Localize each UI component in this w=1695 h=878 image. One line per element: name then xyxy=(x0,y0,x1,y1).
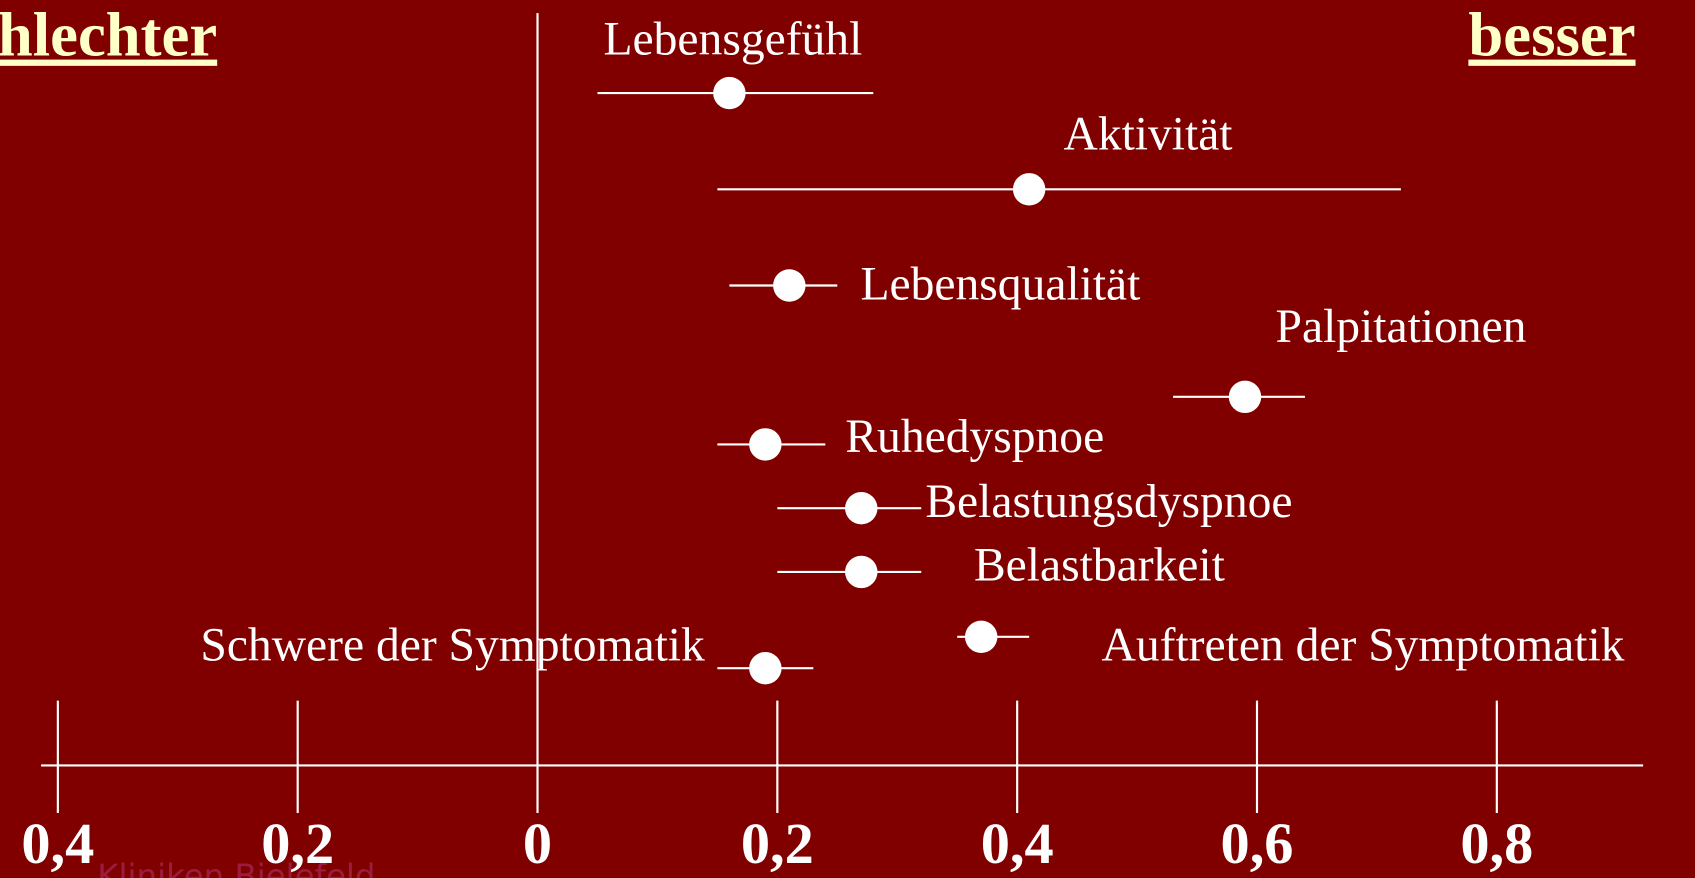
item-label: Palpitationen xyxy=(1276,301,1527,353)
point-estimate xyxy=(773,269,806,302)
item-label: Lebensqualität xyxy=(860,259,1140,311)
x-tick-label: 0,2 xyxy=(261,811,334,876)
item-label: Belastungsdyspnoe xyxy=(925,476,1292,528)
x-tick-label: 0,6 xyxy=(1221,811,1294,876)
point-estimate xyxy=(713,76,746,110)
point-estimate xyxy=(845,491,878,525)
point-estimate xyxy=(964,620,998,654)
item-label: Schwere der Symptomatik xyxy=(200,620,705,672)
item-label: Belastbarkeit xyxy=(974,540,1225,592)
item-label: Auftreten der Symptomatik xyxy=(1102,620,1625,672)
item-label: Ruhedyspnoe xyxy=(845,411,1104,463)
x-tick-label: 0,2 xyxy=(741,811,814,876)
item-label: Aktivität xyxy=(1063,108,1232,160)
item-label: Lebensgefühl xyxy=(604,13,863,65)
better-label: besser xyxy=(1468,0,1635,70)
point-estimate xyxy=(1228,380,1262,414)
watermark: Kliniken Bielefeld xyxy=(97,857,375,878)
point-estimate xyxy=(845,555,878,589)
x-tick-label: 0,8 xyxy=(1460,811,1533,876)
x-tick-label: 0,4 xyxy=(21,811,94,876)
worse-label: hlechter xyxy=(0,0,217,70)
point-estimate xyxy=(749,428,782,461)
x-tick-label: 0 xyxy=(523,811,552,876)
point-estimate xyxy=(749,651,782,685)
x-tick-label: 0,4 xyxy=(981,811,1054,876)
point-estimate xyxy=(1012,173,1046,206)
